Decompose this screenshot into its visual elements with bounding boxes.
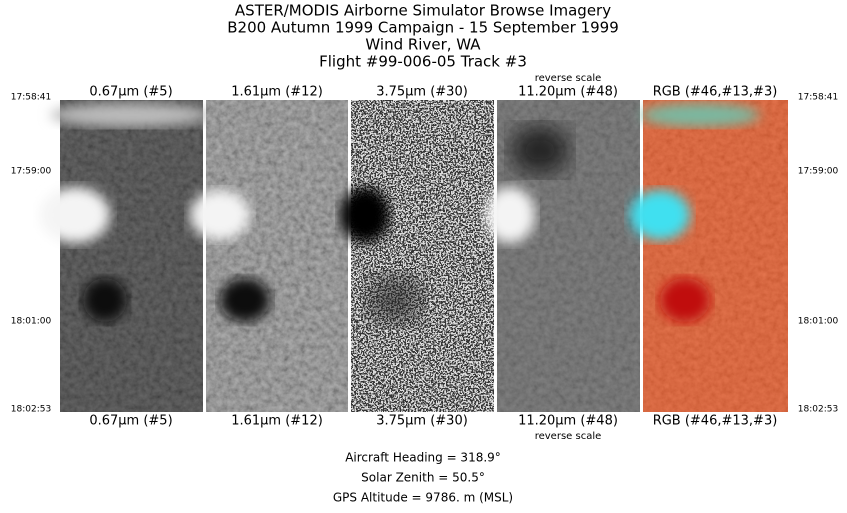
panel-image <box>190 100 348 412</box>
panel-image <box>40 100 210 412</box>
time-label: 17:59:00 <box>798 167 839 177</box>
header: ASTER/MODIS Airborne Simulator Browse Im… <box>227 2 619 71</box>
header-line: B200 Autumn 1999 Campaign - 15 September… <box>227 19 619 37</box>
panel-label: 3.75µm (#30) <box>376 414 468 429</box>
panel-label: 11.20µm (#48) <box>518 414 618 429</box>
time-label: 17:59:00 <box>11 167 52 177</box>
panel-label: 3.75µm (#30) <box>376 85 468 100</box>
panel-label: 1.61µm (#12) <box>231 85 323 100</box>
panel-image <box>630 100 788 412</box>
panel-label: 0.67µm (#5) <box>89 85 172 100</box>
footer-line: GPS Altitude = 9786. m (MSL) <box>333 491 513 505</box>
panel-note: reverse scale <box>535 73 602 84</box>
time-label: 18:02:53 <box>11 405 51 415</box>
time-label: 18:01:00 <box>798 317 839 327</box>
panel-label: 1.61µm (#12) <box>231 414 323 429</box>
header-line: ASTER/MODIS Airborne Simulator Browse Im… <box>235 2 611 20</box>
panel-label: RGB (#46,#13,#3) <box>653 85 778 100</box>
panel-label: RGB (#46,#13,#3) <box>653 414 778 429</box>
header-line: Wind River, WA <box>365 36 481 54</box>
time-label: 17:58:41 <box>798 93 838 103</box>
footer-line: Aircraft Heading = 318.9° <box>345 451 501 465</box>
time-labels: 17:58:41 17:59:00 18:01:00 18:02:53 17:5… <box>11 93 839 415</box>
panel-labels: 0.67µm (#5) 1.61µm (#12) 3.75µm (#30) 11… <box>89 73 777 442</box>
panel-label: 0.67µm (#5) <box>89 414 172 429</box>
panel-note: reverse scale <box>535 431 602 442</box>
time-label: 18:01:00 <box>11 317 52 327</box>
time-label: 18:02:53 <box>798 405 838 415</box>
header-line: Flight #99-006-05 Track #3 <box>319 53 527 71</box>
time-label: 17:58:41 <box>11 93 51 103</box>
panel-label: 11.20µm (#48) <box>518 85 618 100</box>
footer: Aircraft Heading = 318.9° Solar Zenith =… <box>333 451 513 505</box>
panel-image <box>485 100 640 412</box>
panel-image <box>340 100 494 412</box>
footer-line: Solar Zenith = 50.5° <box>361 471 485 485</box>
